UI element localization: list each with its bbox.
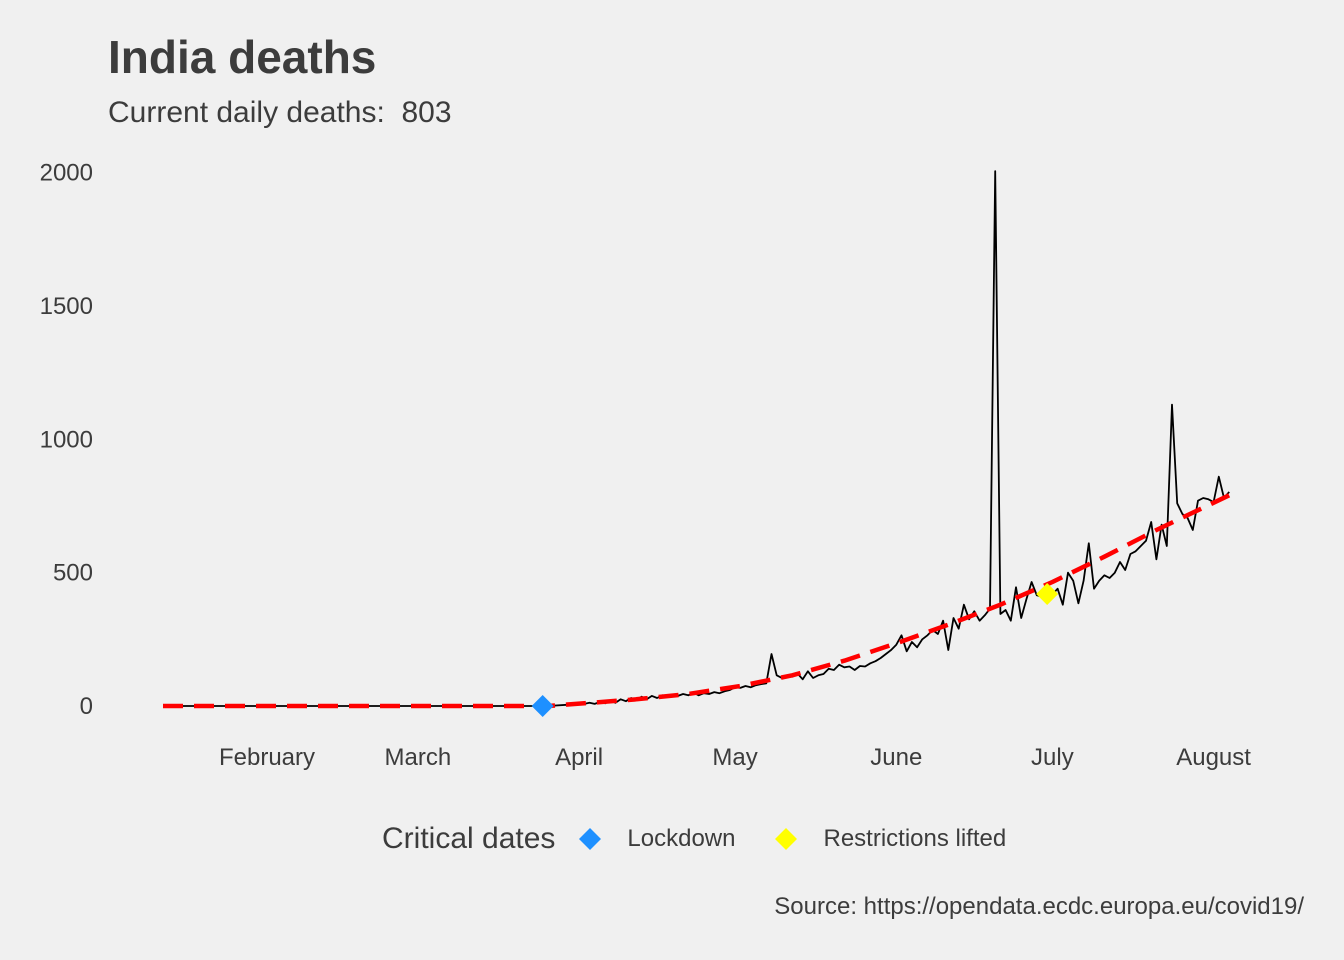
x-tick-label: February [219,744,315,771]
subtitle-prefix: Current daily deaths: [108,96,385,129]
critical-date-marker [1036,583,1059,605]
series-layer [163,170,1231,709]
y-axis-ticks: 0 500 1000 1500 2000 [40,160,93,720]
x-tick-label: March [385,744,452,771]
y-tick-label: 0 [80,693,93,720]
marker-layer [531,583,1059,717]
legend-title: Critical dates [382,822,556,855]
chart-title: India deaths [108,31,377,83]
y-tick-label: 2000 [40,160,93,187]
y-tick-label: 500 [53,560,93,587]
current-daily-deaths-value: 803 [401,96,452,129]
x-axis-ticks: February March April May June July August [219,744,1251,771]
restrictions-lifted-diamond-icon [775,828,798,850]
legend-key-shape [579,828,602,850]
legend-label-restrictions-lifted: Restrictions lifted [823,825,1007,852]
lockdown-diamond-icon [579,828,602,850]
critical-date-marker [531,695,554,717]
legend: Critical dates Lockdown Restrictions lif… [382,822,1046,856]
x-tick-label: June [870,744,922,771]
x-tick-label: August [1176,744,1251,771]
x-tick-label: May [712,744,757,771]
source-caption: Source: https://opendata.ecdc.europa.eu/… [774,893,1304,920]
daily-deaths-line [163,170,1230,707]
trend-line [163,493,1231,709]
x-tick-label: July [1031,744,1074,771]
y-tick-label: 1000 [40,426,93,453]
y-tick-label: 1500 [40,293,93,320]
x-tick-label: April [555,744,603,771]
legend-key-shape [775,828,798,850]
legend-label-lockdown: Lockdown [627,825,736,852]
chart-subtitle: Current daily deaths: 803 [108,96,452,130]
